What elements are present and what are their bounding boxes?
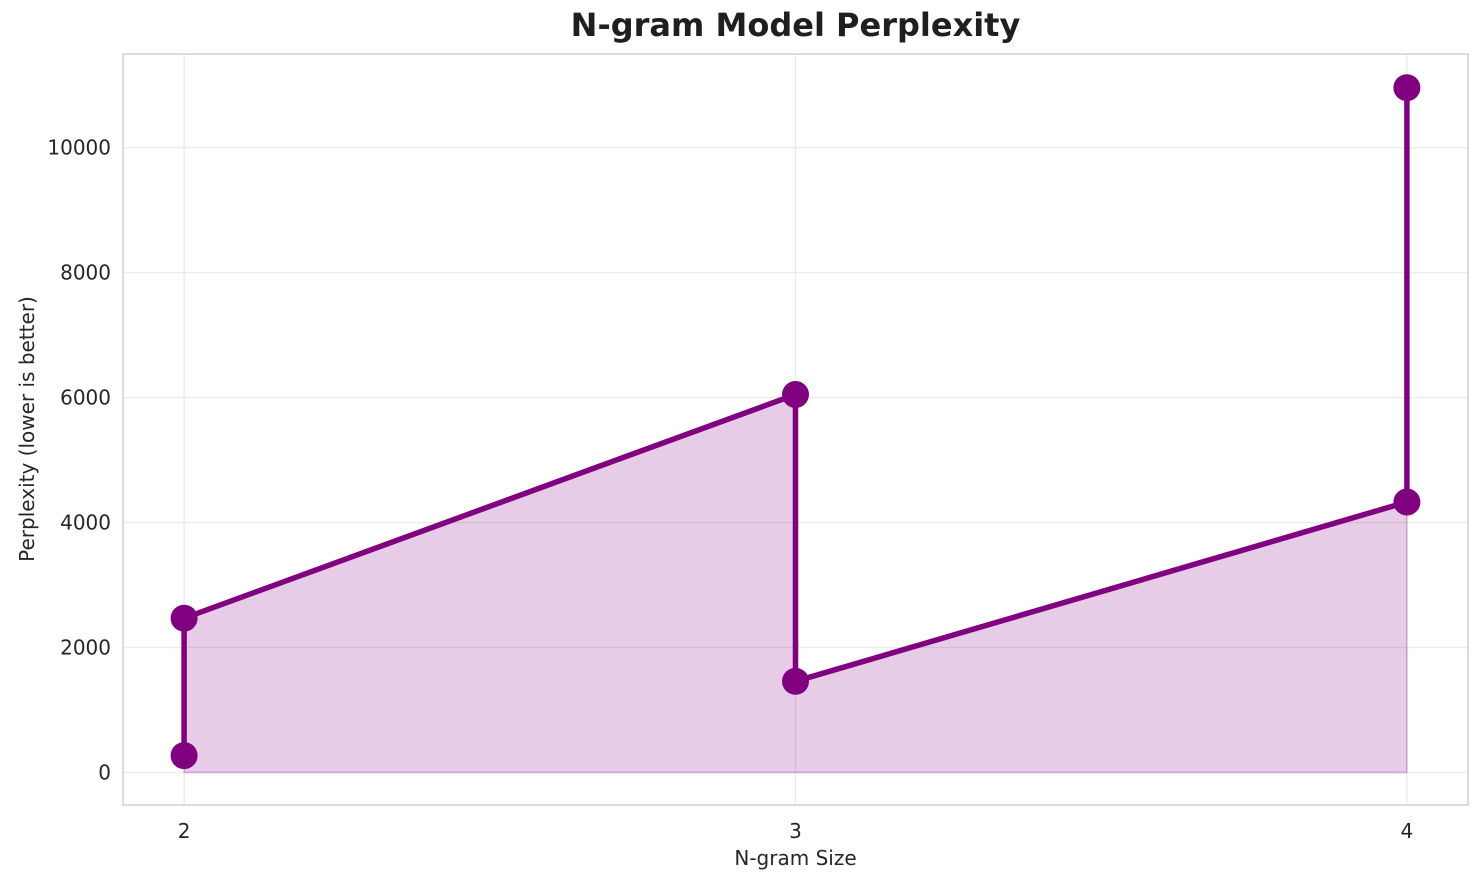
x-tick-label: 4 <box>1400 819 1413 843</box>
x-axis-label: N-gram Size <box>734 846 857 870</box>
data-point-marker <box>782 667 809 695</box>
y-tick-label: 4000 <box>60 511 111 535</box>
chart-title: N-gram Model Perplexity <box>570 6 1021 44</box>
y-tick-label: 10000 <box>47 136 111 160</box>
y-tick-label: 8000 <box>60 261 111 285</box>
y-tick-label: 0 <box>98 761 111 785</box>
data-point-marker <box>1393 74 1421 102</box>
data-point-marker <box>782 381 809 408</box>
data-point-marker <box>170 604 198 632</box>
data-line <box>181 84 1410 759</box>
y-axis-label: Perplexity (lower is better) <box>15 296 39 562</box>
data-point-marker <box>1393 488 1421 516</box>
data-point-marker <box>170 742 198 770</box>
x-tick-label: 2 <box>178 819 191 843</box>
y-tick-label: 2000 <box>60 636 111 660</box>
y-tick-label: 6000 <box>60 386 111 410</box>
x-tick-label: 3 <box>789 819 802 843</box>
axes-frame <box>122 53 1469 806</box>
